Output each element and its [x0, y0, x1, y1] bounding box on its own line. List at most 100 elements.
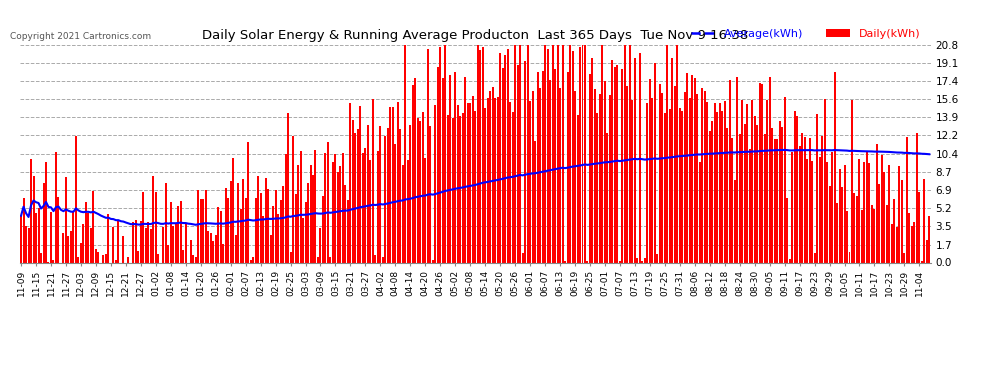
Bar	[55, 152, 57, 262]
Bar	[659, 84, 661, 262]
Bar	[487, 98, 489, 262]
Bar	[180, 201, 182, 262]
Bar	[477, 45, 479, 262]
Bar	[691, 75, 693, 262]
Bar	[861, 210, 863, 262]
Bar	[145, 228, 147, 262]
Bar	[679, 108, 681, 262]
Bar	[814, 253, 816, 262]
Bar	[307, 183, 309, 262]
Bar	[414, 78, 417, 262]
Bar	[302, 219, 304, 262]
Bar	[517, 65, 519, 262]
Bar	[743, 124, 745, 262]
Bar	[586, 261, 588, 262]
Bar	[571, 51, 573, 262]
Bar	[212, 241, 214, 262]
Bar	[140, 220, 142, 262]
Bar	[768, 77, 770, 262]
Bar	[904, 253, 906, 262]
Bar	[92, 191, 94, 262]
Bar	[454, 72, 456, 262]
Bar	[534, 141, 537, 262]
Bar	[459, 116, 461, 262]
Bar	[417, 118, 419, 262]
Bar	[853, 193, 855, 262]
Bar	[881, 155, 883, 262]
Bar	[914, 222, 916, 262]
Bar	[227, 198, 229, 262]
Bar	[637, 258, 639, 262]
Bar	[169, 202, 172, 262]
Bar	[843, 165, 845, 262]
Bar	[527, 45, 529, 262]
Bar	[50, 212, 52, 262]
Bar	[714, 103, 716, 262]
Bar	[292, 136, 294, 262]
Bar	[190, 240, 192, 262]
Bar	[746, 104, 748, 262]
Bar	[425, 158, 427, 262]
Bar	[287, 113, 289, 262]
Bar	[430, 126, 432, 262]
Bar	[866, 152, 868, 262]
Bar	[696, 94, 698, 262]
Bar	[23, 198, 25, 262]
Bar	[497, 98, 499, 262]
Legend: Average(kWh), Daily(kWh): Average(kWh), Daily(kWh)	[686, 24, 925, 44]
Bar	[362, 153, 364, 262]
Bar	[532, 92, 534, 262]
Bar	[599, 94, 601, 262]
Bar	[484, 108, 486, 262]
Bar	[232, 158, 235, 262]
Bar	[435, 105, 437, 262]
Bar	[105, 254, 107, 262]
Bar	[602, 45, 604, 262]
Bar	[315, 150, 317, 262]
Bar	[669, 109, 671, 262]
Bar	[402, 165, 404, 262]
Bar	[143, 192, 145, 262]
Bar	[627, 86, 629, 262]
Bar	[896, 227, 898, 262]
Bar	[387, 128, 389, 262]
Bar	[489, 91, 491, 262]
Bar	[646, 103, 648, 262]
Bar	[243, 179, 245, 262]
Bar	[622, 69, 624, 262]
Bar	[651, 98, 653, 262]
Bar	[751, 100, 753, 262]
Bar	[135, 220, 137, 262]
Bar	[584, 45, 586, 262]
Bar	[205, 190, 207, 262]
Bar	[354, 133, 356, 262]
Bar	[192, 255, 194, 262]
Bar	[732, 138, 734, 262]
Bar	[359, 106, 361, 262]
Bar	[471, 96, 473, 262]
Bar	[911, 226, 913, 262]
Bar	[786, 198, 788, 262]
Bar	[167, 245, 169, 262]
Bar	[806, 159, 808, 262]
Bar	[215, 235, 217, 262]
Bar	[566, 72, 568, 262]
Bar	[829, 186, 831, 262]
Bar	[856, 196, 858, 262]
Bar	[831, 152, 833, 262]
Bar	[259, 193, 261, 262]
Bar	[456, 105, 458, 262]
Bar	[709, 131, 711, 262]
Bar	[666, 45, 668, 262]
Bar	[172, 226, 174, 262]
Bar	[494, 98, 496, 262]
Bar	[778, 121, 781, 262]
Bar	[634, 58, 636, 262]
Bar	[43, 183, 45, 262]
Bar	[564, 261, 566, 262]
Bar	[482, 47, 484, 262]
Bar	[906, 137, 908, 262]
Bar	[699, 162, 701, 262]
Bar	[851, 100, 853, 262]
Bar	[432, 260, 434, 262]
